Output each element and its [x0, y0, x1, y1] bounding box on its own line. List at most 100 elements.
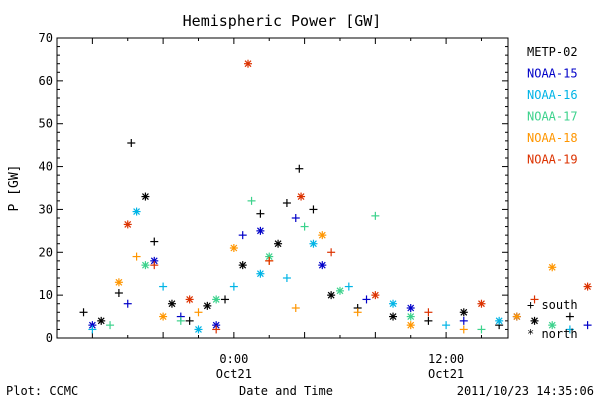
data-point-noaa-15	[123, 299, 132, 308]
data-point-noaa-19	[424, 308, 433, 317]
legend-item-noaa-18: NOAA-18	[527, 131, 578, 145]
data-point-metp-02	[185, 316, 194, 325]
y-tick-label: 10	[39, 288, 53, 302]
data-point-metp-02	[127, 139, 136, 147]
data-point-metp-02	[141, 192, 150, 201]
marker-legend: + south * north	[527, 298, 578, 341]
data-point-noaa-16	[194, 325, 203, 334]
data-point-noaa-18	[318, 231, 327, 240]
data-point-noaa-16	[495, 316, 504, 325]
data-point-noaa-17	[247, 196, 256, 205]
data-point-metp-02	[97, 316, 106, 325]
data-point-metp-02	[167, 299, 176, 308]
data-point-noaa-16	[389, 299, 398, 308]
data-point-metp-02	[459, 308, 468, 317]
data-point-noaa-15	[150, 256, 159, 265]
x-tick-date-label: Oct21	[216, 367, 252, 381]
chart-title: Hemispheric Power [GW]	[183, 12, 382, 30]
data-point-noaa-15	[362, 295, 371, 304]
data-point-metp-02	[565, 312, 574, 321]
data-point-noaa-15	[406, 304, 415, 312]
data-point-noaa-16	[229, 282, 238, 291]
data-point-metp-02	[238, 261, 247, 270]
footer-timestamp: 2011/10/23 14:35:06	[457, 384, 594, 398]
data-point-noaa-18	[512, 312, 521, 321]
marker-legend-south: + south	[527, 298, 578, 312]
legend-item-noaa-16: NOAA-16	[527, 88, 578, 102]
data-point-noaa-18	[229, 244, 238, 252]
data-points	[79, 59, 592, 334]
data-point-noaa-16	[442, 321, 451, 330]
data-point-metp-02	[424, 316, 433, 325]
x-tick-time-label: 12:00	[428, 352, 464, 366]
data-point-metp-02	[256, 209, 265, 218]
data-point-noaa-15	[256, 226, 265, 235]
y-tick-label: 30	[39, 202, 53, 216]
footer-plot-source: Plot: CCMC	[6, 384, 78, 398]
x-tick-date-label: Oct21	[428, 367, 464, 381]
legend-item-noaa-17: NOAA-17	[527, 110, 578, 124]
data-point-noaa-17	[176, 316, 185, 325]
data-point-noaa-16	[159, 282, 168, 291]
data-point-metp-02	[203, 301, 212, 310]
data-point-noaa-19	[185, 295, 194, 304]
y-tick-label: 20	[39, 245, 53, 259]
data-point-noaa-16	[344, 282, 353, 291]
data-point-noaa-15	[583, 321, 592, 330]
data-point-noaa-19	[371, 291, 380, 300]
data-point-metp-02	[79, 308, 88, 317]
data-point-noaa-15	[238, 231, 247, 240]
data-point-metp-02	[295, 164, 304, 173]
marker-legend-north: * north	[527, 327, 578, 341]
data-point-noaa-16	[565, 325, 574, 334]
y-axis-label: P [GW]	[7, 165, 22, 212]
legend-item-noaa-19: NOAA-19	[527, 153, 578, 167]
data-point-noaa-19	[123, 220, 132, 229]
y-tick-label: 60	[39, 74, 53, 88]
data-point-noaa-17	[371, 211, 380, 220]
data-point-noaa-17	[141, 261, 150, 270]
data-point-noaa-18	[459, 325, 468, 334]
y-axis: 0 10 20 30 40 50 60 70	[39, 31, 508, 345]
data-point-noaa-17	[335, 286, 344, 295]
data-point-noaa-18	[114, 278, 123, 287]
data-point-noaa-17	[548, 321, 557, 330]
data-point-noaa-16	[282, 274, 291, 282]
data-point-noaa-19	[327, 248, 336, 257]
y-tick-label: 0	[46, 331, 53, 345]
data-point-metp-02	[221, 295, 230, 304]
data-point-noaa-15	[318, 261, 327, 270]
data-point-metp-02	[309, 205, 318, 214]
x-tick-time-label: 0:00	[219, 352, 248, 366]
data-point-noaa-18	[353, 308, 362, 317]
data-point-metp-02	[114, 289, 123, 297]
data-point-noaa-15	[291, 214, 300, 222]
data-point-noaa-18	[548, 263, 557, 272]
data-point-noaa-18	[406, 321, 415, 330]
data-point-metp-02	[150, 237, 159, 246]
data-point-noaa-16	[132, 207, 141, 216]
data-point-noaa-19	[477, 299, 486, 308]
data-point-noaa-18	[291, 304, 300, 312]
legend-item-noaa-15: NOAA-15	[527, 67, 578, 81]
data-point-metp-02	[282, 199, 291, 207]
data-point-noaa-19	[244, 59, 253, 68]
data-point-noaa-17	[477, 325, 486, 334]
plot-frame	[56, 37, 509, 339]
x-axis: 0:00Oct2112:00Oct210:00Oct2212:00Oct220:…	[91, 38, 482, 381]
legend-item-metp-02: METP-02	[527, 45, 578, 59]
data-point-noaa-16	[256, 269, 265, 278]
data-point-noaa-17	[212, 295, 221, 304]
data-point-noaa-19	[583, 282, 592, 291]
data-point-metp-02	[274, 239, 283, 248]
data-point-noaa-19	[150, 261, 159, 270]
data-point-noaa-17	[300, 222, 309, 231]
data-point-noaa-19	[265, 256, 274, 265]
legend: METP-02 NOAA-15 NOAA-16 NOAA-17 NOAA-18 NOAA-…	[527, 45, 578, 167]
data-point-metp-02	[327, 291, 336, 300]
data-point-metp-02	[530, 316, 539, 325]
data-point-noaa-18	[194, 308, 203, 317]
y-tick-label: 70	[39, 31, 53, 45]
data-point-noaa-19	[297, 192, 306, 201]
